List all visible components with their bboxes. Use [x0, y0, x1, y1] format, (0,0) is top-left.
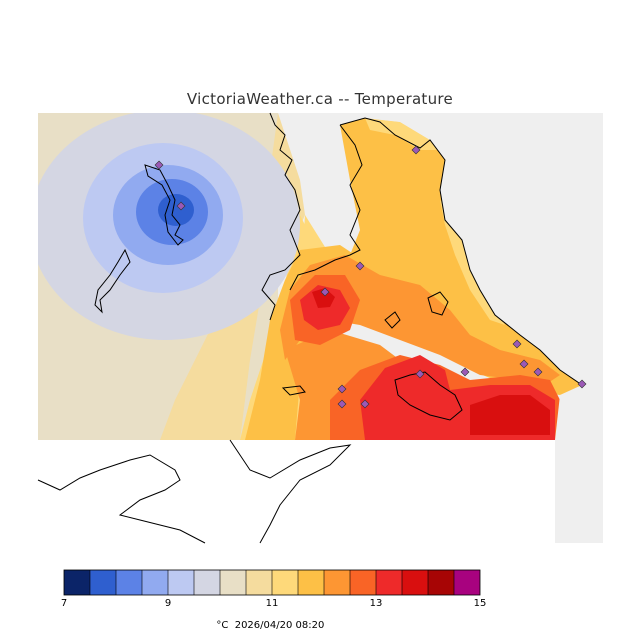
legend-border	[63, 569, 481, 596]
field-band-13-5-south	[470, 395, 550, 435]
station-marker	[320, 287, 330, 297]
station-marker	[512, 339, 522, 349]
legend-swatch	[454, 570, 480, 595]
field-band-13	[300, 285, 350, 330]
legend-tick-label: 7	[60, 598, 68, 609]
station-marker	[360, 399, 370, 409]
legend-swatch	[220, 570, 246, 595]
legend-swatch	[324, 570, 350, 595]
coastline-south-mainland-east	[229, 439, 352, 544]
legend-swatch	[64, 570, 90, 595]
legend-swatch	[246, 570, 272, 595]
station-markers	[154, 145, 587, 409]
legend-tick-label: 9	[164, 598, 172, 609]
station-marker	[355, 261, 365, 271]
coastline-peninsula-north	[339, 117, 583, 386]
field-band-7-5	[158, 194, 194, 226]
station-marker	[337, 399, 347, 409]
legend-tick-label: 13	[369, 598, 383, 609]
east-background-south	[555, 385, 603, 543]
coastline-islet-1	[384, 311, 401, 329]
water-mask	[38, 440, 603, 543]
legend-swatch	[194, 570, 220, 595]
legend-swatch	[402, 570, 428, 595]
field-band-13-5	[312, 288, 335, 308]
field-band-11-north	[365, 118, 440, 150]
coastline-small-island-west	[94, 248, 131, 314]
station-marker	[411, 145, 421, 155]
station-marker	[337, 384, 347, 394]
temperature-field	[38, 113, 603, 543]
station-marker	[460, 367, 470, 377]
coastline-west-mainland	[261, 112, 301, 321]
coastline-islet-3	[281, 385, 306, 396]
legend-swatch	[350, 570, 376, 595]
legend-caption: °C 2026/04/20 08:20	[210, 609, 324, 631]
legend-timestamp: 2026/04/20 08:20	[234, 620, 325, 631]
legend-swatch	[116, 570, 142, 595]
coastline-islet-2	[427, 291, 449, 316]
legend-tick-label: 15	[473, 598, 487, 609]
legend-swatch	[298, 570, 324, 595]
legend-units: °C	[216, 620, 229, 631]
station-marker	[154, 160, 164, 170]
station-marker	[519, 359, 529, 369]
coastlines	[37, 112, 583, 544]
station-marker	[533, 367, 543, 377]
station-marker	[415, 369, 425, 379]
legend-swatch	[428, 570, 454, 595]
station-marker	[577, 379, 587, 389]
legend-swatch	[168, 570, 194, 595]
map-title: VictoriaWeather.ca -- Temperature	[186, 90, 454, 108]
legend-swatch	[376, 570, 402, 595]
coastline-south-mainland	[37, 454, 206, 544]
east-background	[365, 113, 603, 385]
color-legend-bar	[63, 569, 481, 596]
station-marker	[176, 201, 186, 211]
legend-swatch	[142, 570, 168, 595]
legend-swatch	[272, 570, 298, 595]
coastline-peninsula-west	[289, 124, 363, 291]
coastline-north-island	[144, 164, 184, 246]
legend-tick-label: 11	[265, 598, 279, 609]
legend-swatch	[90, 570, 116, 595]
